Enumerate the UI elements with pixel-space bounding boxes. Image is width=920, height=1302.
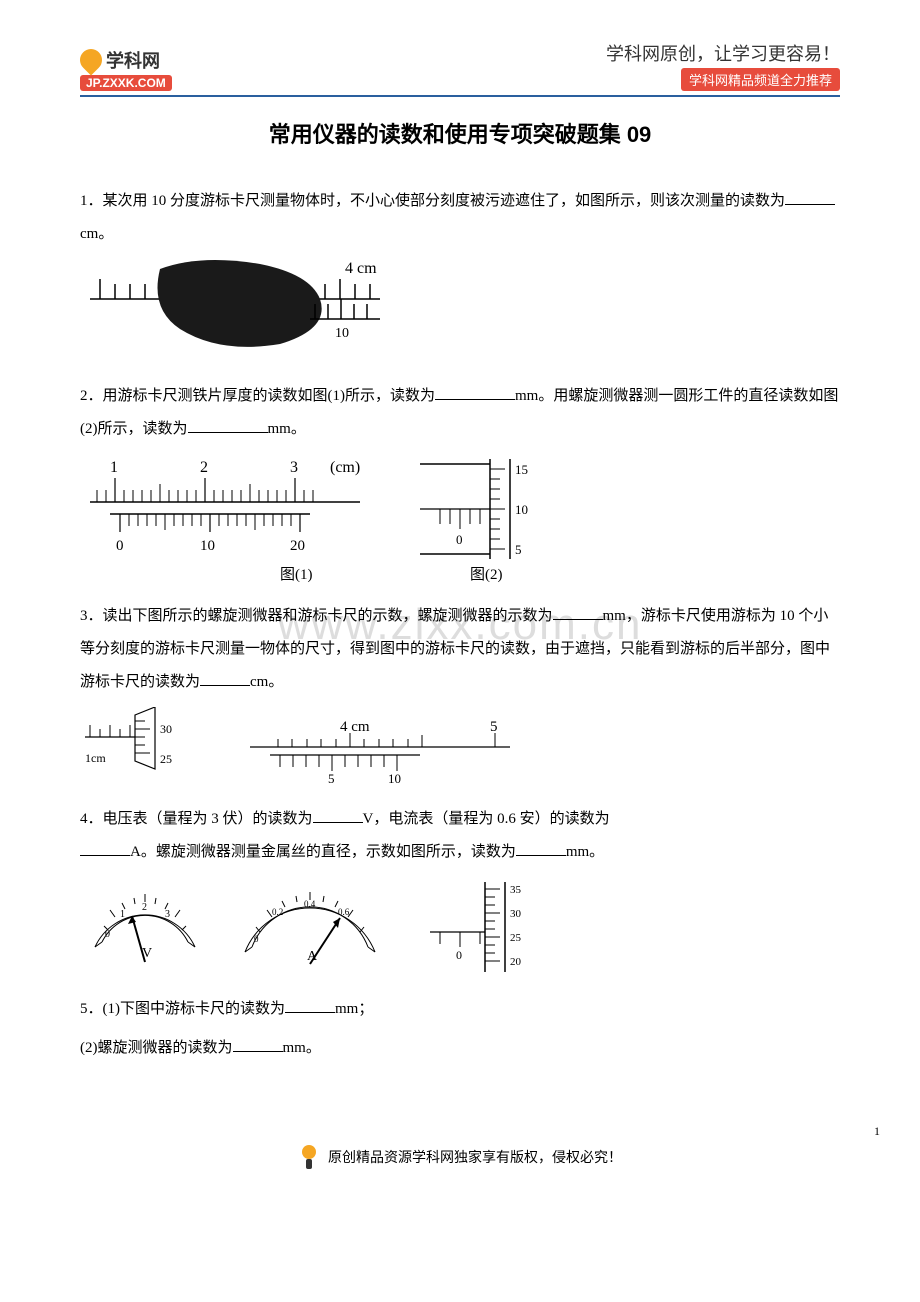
blank [233, 1037, 283, 1052]
q5-text-c: (2)螺旋测微器的读数为 [80, 1040, 233, 1056]
q5-text-a: 5．(1)下图中游标卡尺的读数为 [80, 1001, 285, 1017]
logo-left: 学科网 JP.ZXXK.COM [80, 47, 172, 91]
fig2-caption1: 图(1) [280, 566, 313, 583]
logo-url-badge: JP.ZXXK.COM [80, 75, 172, 91]
blank [516, 841, 566, 856]
fig2-main-cm: (cm) [330, 459, 360, 476]
fig2-vern-10: 10 [200, 538, 215, 554]
amp-0: 0 [254, 934, 259, 944]
figure-3: 1cm 30 25 4 cm 5 [80, 707, 840, 787]
volt-2: 2 [142, 902, 147, 913]
question-5-2: (2)螺旋测微器的读数为 mm。 [80, 1032, 840, 1065]
fig3-vern-5: 5 [328, 771, 335, 786]
fig3-5: 5 [490, 719, 498, 735]
q5-text-d: mm。 [283, 1040, 321, 1056]
question-5-1: 5．(1)下图中游标卡尺的读数为 mm； [80, 993, 840, 1026]
question-4: 4．电压表（量程为 3 伏）的读数为 V，电流表（量程为 0.6 安）的读数为 A… [80, 803, 840, 869]
fig2-caption2: 图(2) [470, 566, 503, 583]
figure-4: 0 1 2 3 V 0 0.2 0.4 0.6 A [80, 877, 840, 977]
q1-text: 1．某次用 10 分度游标卡尺测量物体时，不小心使部分刻度被污迹遮住了，如图所示… [80, 193, 785, 209]
footer-icon [298, 1145, 322, 1169]
fig1-label-4cm: 4 cm [345, 260, 377, 277]
page-title: 常用仪器的读数和使用专项突破题集 09 [80, 117, 840, 149]
slogan-badge: 学科网精品频道全力推荐 [681, 68, 840, 91]
volt-1: 1 [120, 909, 125, 920]
fig2-vern-20: 20 [290, 538, 305, 554]
question-1: 1．某次用 10 分度游标卡尺测量物体时，不小心使部分刻度被污迹遮住了，如图所示… [80, 185, 840, 251]
blank [80, 841, 130, 856]
blank [285, 998, 335, 1013]
q4-text-d: mm。 [566, 844, 604, 860]
amp-06: 0.6 [338, 907, 350, 917]
question-3: 3．读出下图所示的螺旋测微器和游标卡尺的示数，螺旋测微器的示数为mm，游标卡尺使… [80, 600, 840, 699]
fig2-main-3: 3 [290, 459, 298, 476]
q2-text-c: mm。 [268, 421, 306, 437]
volt-3: 3 [165, 909, 170, 920]
logo-icon [75, 44, 106, 75]
fig2-mm-15: 15 [515, 462, 528, 477]
logo-text: 学科网 [106, 47, 160, 73]
page-number: 1 [874, 1124, 880, 1139]
q1-unit: cm。 [80, 226, 113, 242]
q4-text-b: V，电流表（量程为 0.6 安）的读数为 [363, 811, 610, 827]
blank [188, 418, 268, 433]
blank [435, 385, 515, 400]
logo-right: 学科网原创，让学习更容易！ 学科网精品频道全力推荐 [606, 40, 840, 91]
amp-04: 0.4 [304, 899, 316, 909]
fig2-mm-0: 0 [456, 532, 463, 547]
fig4-mm-0: 0 [456, 948, 462, 962]
question-2: 2．用游标卡尺测铁片厚度的读数如图(1)所示，读数为mm。用螺旋测微器测一圆形工… [80, 380, 840, 446]
fig4-mm-20: 20 [510, 956, 522, 968]
footer-text: 原创精品资源学科网独家享有版权，侵权必究！ [328, 1147, 622, 1167]
volt-0: 0 [105, 929, 110, 940]
q4-text-a: 4．电压表（量程为 3 伏）的读数为 [80, 811, 313, 827]
fig3-mm-30: 30 [160, 722, 172, 736]
slogan-text: 学科网原创，让学习更容易！ [606, 40, 840, 66]
fig3-mm-25: 25 [160, 752, 172, 766]
fig3-4cm: 4 cm [340, 719, 370, 735]
page-header: 学科网 JP.ZXXK.COM 学科网原创，让学习更容易！ 学科网精品频道全力推… [80, 40, 840, 97]
fig1-label-10: 10 [335, 326, 349, 341]
blank [200, 671, 250, 686]
blank [553, 605, 603, 620]
blank [313, 808, 363, 823]
figure-2: 1 2 3 (cm) [80, 454, 840, 584]
figure-1: 4 cm 10 [80, 259, 840, 364]
q3-text-c: cm。 [250, 674, 283, 690]
fig2-mm-5: 5 [515, 542, 522, 557]
page-footer: 原创精品资源学科网独家享有版权，侵权必究！ [80, 1145, 840, 1169]
amp-unit: A [307, 949, 318, 964]
fig3-vern-10: 10 [388, 771, 401, 786]
q2-text-a: 2．用游标卡尺测铁片厚度的读数如图(1)所示，读数为 [80, 388, 435, 404]
q5-text-b: mm； [335, 1001, 373, 1017]
volt-unit: V [142, 946, 152, 961]
fig3-1cm: 1cm [85, 751, 106, 765]
q3-text-a: 3．读出下图所示的螺旋测微器和游标卡尺的示数，螺旋测微器的示数为 [80, 608, 553, 624]
fig4-mm-30: 30 [510, 908, 522, 920]
fig4-mm-25: 25 [510, 932, 522, 944]
fig2-main-2: 2 [200, 459, 208, 476]
amp-02: 0.2 [272, 907, 283, 917]
q4-text-c: A。螺旋测微器测量金属丝的直径，示数如图所示，读数为 [130, 844, 516, 860]
blank [785, 190, 835, 205]
fig2-vern-0: 0 [116, 538, 124, 554]
fig4-mm-35: 35 [510, 884, 522, 896]
fig2-mm-10: 10 [515, 502, 528, 517]
fig2-main-1: 1 [110, 459, 118, 476]
